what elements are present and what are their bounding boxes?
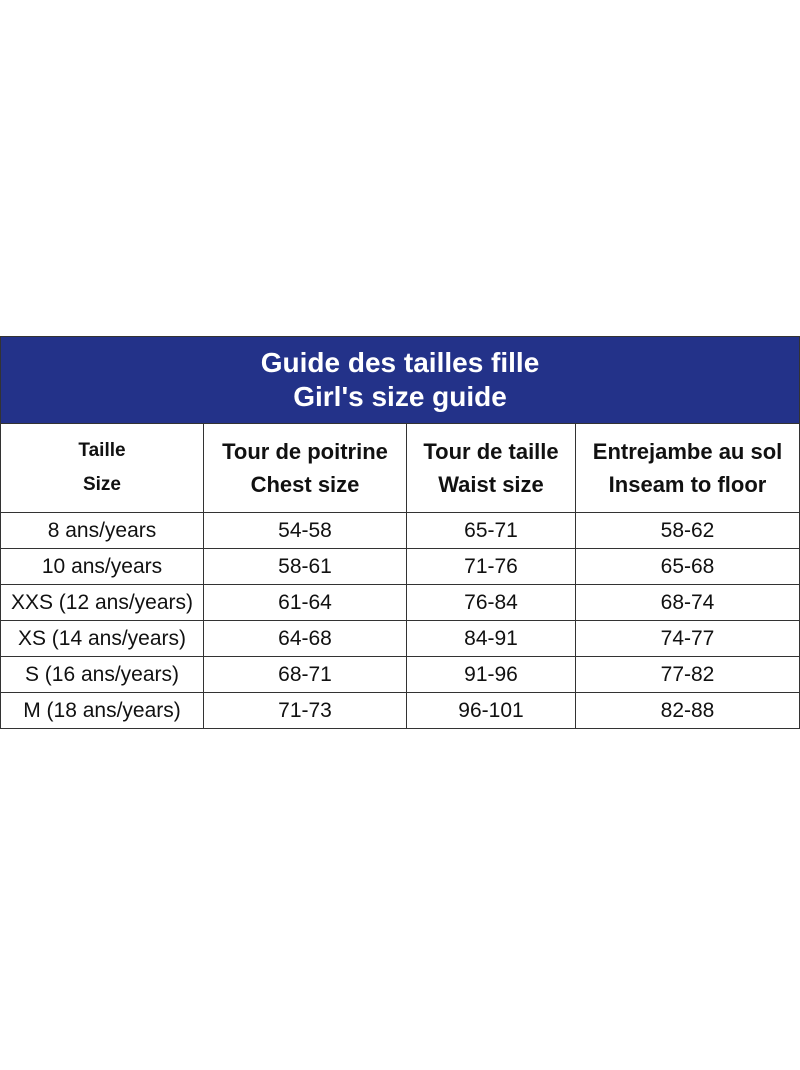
- cell-waist: 91-96: [406, 656, 576, 693]
- column-header-row: Taille Size Tour de poitrine Chest size …: [0, 423, 800, 513]
- column-header-size-fr: Taille: [78, 440, 126, 461]
- column-header-waist-en: Waist size: [438, 472, 544, 497]
- table-row: 10 ans/years 58-61 71-76 65-68: [0, 548, 800, 585]
- cell-waist: 96-101: [406, 692, 576, 729]
- cell-inseam: 65-68: [574, 548, 800, 585]
- cell-inseam: 77-82: [574, 656, 800, 693]
- cell-waist: 65-71: [406, 512, 576, 549]
- cell-inseam: 58-62: [574, 512, 800, 549]
- size-guide-table: Guide des tailles fille Girl's size guid…: [0, 336, 800, 729]
- column-header-chest-fr: Tour de poitrine: [222, 439, 388, 464]
- cell-waist: 76-84: [406, 584, 576, 621]
- cell-chest: 71-73: [203, 692, 407, 729]
- cell-size: 8 ans/years: [0, 512, 204, 549]
- table-row: XS (14 ans/years) 64-68 84-91 74-77: [0, 620, 800, 657]
- title-english: Girl's size guide: [293, 381, 507, 412]
- cell-chest: 68-71: [203, 656, 407, 693]
- cell-size: M (18 ans/years): [0, 692, 204, 729]
- column-header-chest: Tour de poitrine Chest size: [203, 423, 407, 513]
- column-header-waist: Tour de taille Waist size: [406, 423, 576, 513]
- table-row: S (16 ans/years) 68-71 91-96 77-82: [0, 656, 800, 693]
- column-header-inseam-en: Inseam to floor: [608, 472, 767, 497]
- cell-chest: 54-58: [203, 512, 407, 549]
- title-french: Guide des tailles fille: [260, 347, 540, 378]
- cell-waist: 71-76: [406, 548, 576, 585]
- cell-chest: 64-68: [203, 620, 407, 657]
- cell-inseam: 74-77: [574, 620, 800, 657]
- column-header-inseam: Entrejambe au sol Inseam to floor: [574, 423, 800, 513]
- cell-size: XS (14 ans/years): [0, 620, 204, 657]
- column-header-chest-en: Chest size: [250, 472, 360, 497]
- cell-waist: 84-91: [406, 620, 576, 657]
- table-row: 8 ans/years 54-58 65-71 58-62: [0, 512, 800, 549]
- column-header-size: Taille Size: [0, 423, 204, 513]
- table-row: XXS (12 ans/years) 61-64 76-84 68-74: [0, 584, 800, 621]
- cell-size: XXS (12 ans/years): [0, 584, 204, 621]
- table-title: Guide des tailles fille Girl's size guid…: [0, 336, 800, 424]
- cell-chest: 58-61: [203, 548, 407, 585]
- cell-size: 10 ans/years: [0, 548, 204, 585]
- column-header-size-en: Size: [82, 474, 122, 495]
- column-header-waist-fr: Tour de taille: [423, 439, 559, 464]
- cell-inseam: 68-74: [574, 584, 800, 621]
- cell-chest: 61-64: [203, 584, 407, 621]
- cell-inseam: 82-88: [574, 692, 800, 729]
- title-row: Guide des tailles fille Girl's size guid…: [0, 336, 800, 424]
- table-row: M (18 ans/years) 71-73 96-101 82-88: [0, 692, 800, 729]
- column-header-inseam-fr: Entrejambe au sol: [592, 439, 783, 464]
- cell-size: S (16 ans/years): [0, 656, 204, 693]
